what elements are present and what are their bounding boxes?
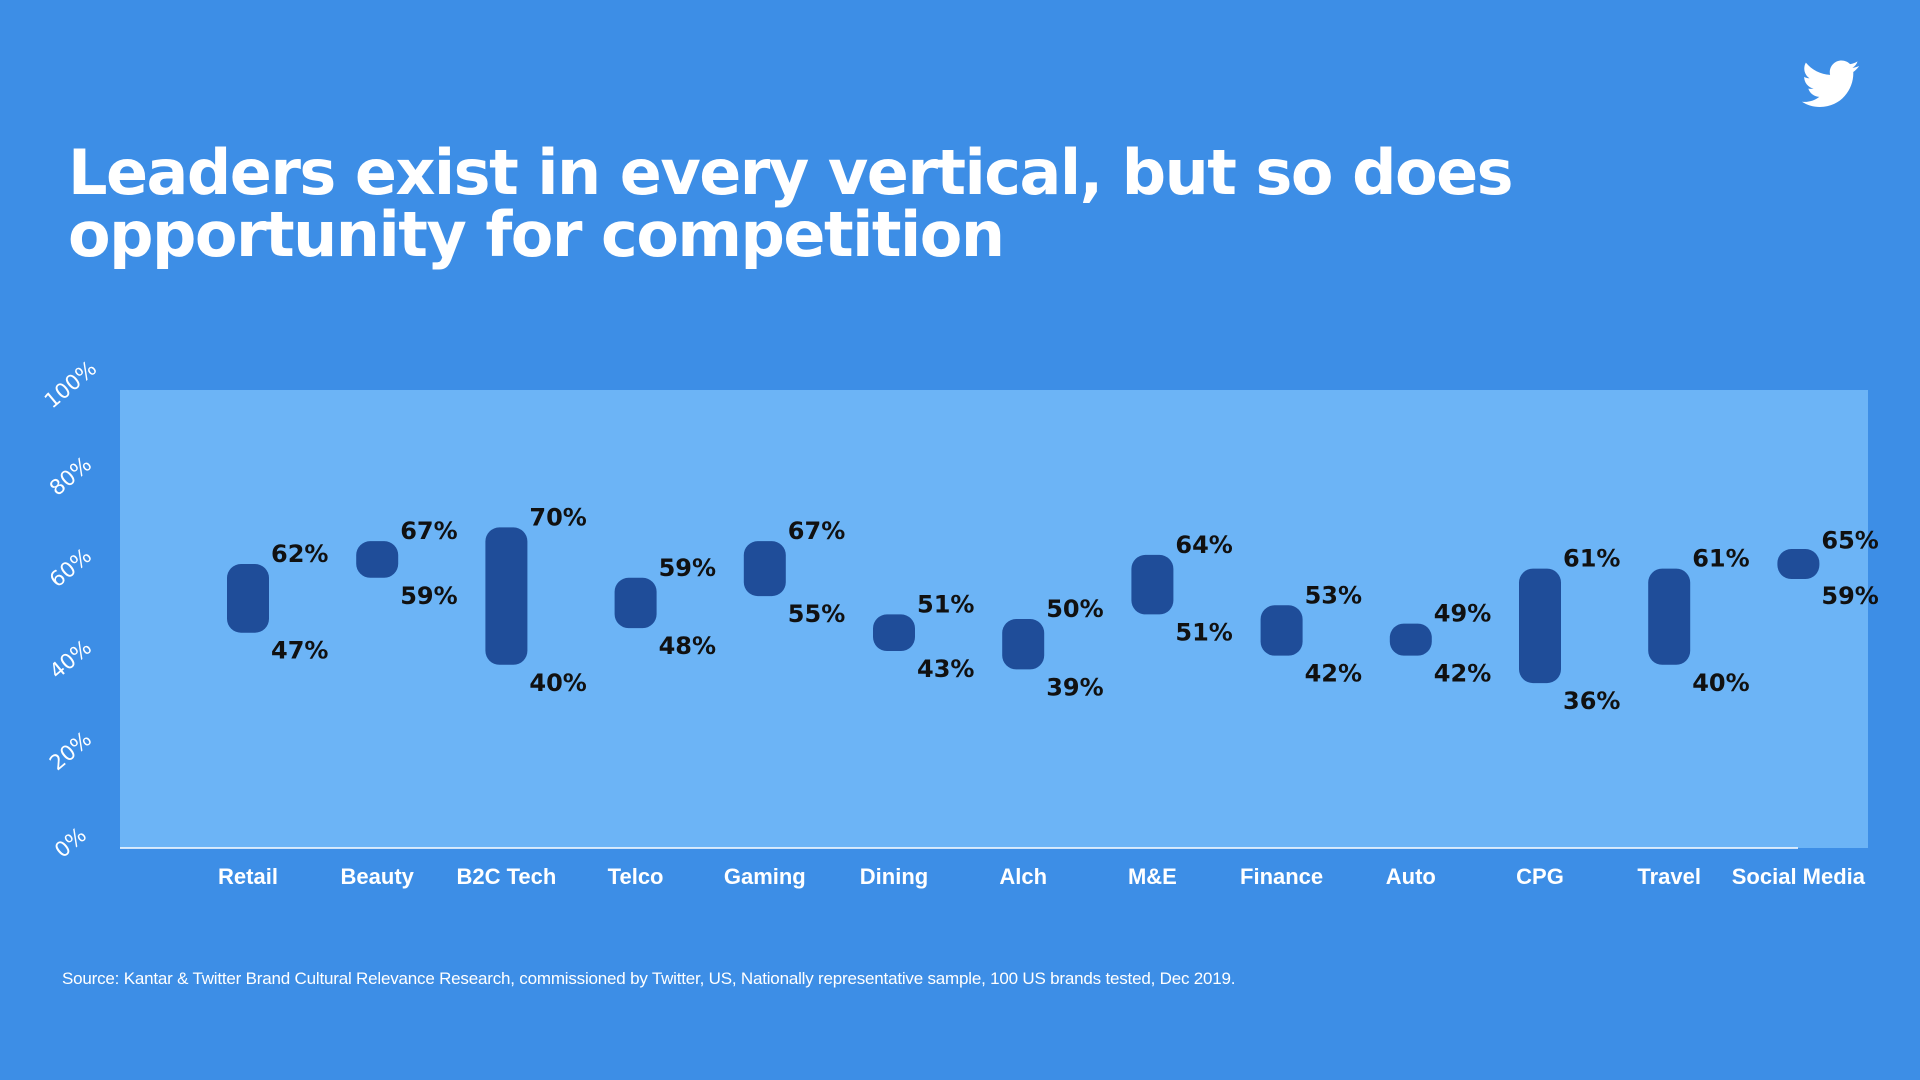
low-value-label: 48% — [659, 632, 716, 660]
y-tick-label: 20% — [45, 727, 96, 775]
y-tick-label: 40% — [45, 635, 96, 683]
category-label: Dining — [860, 864, 928, 889]
y-tick-label: 100% — [40, 356, 101, 413]
category-label: Finance — [1240, 864, 1323, 889]
high-value-label: 65% — [1821, 526, 1878, 554]
high-value-label: 51% — [917, 590, 974, 618]
category-label: M&E — [1128, 864, 1177, 889]
category-label: Retail — [218, 864, 278, 889]
high-value-label: 61% — [1563, 545, 1620, 573]
high-value-label: 67% — [788, 517, 845, 545]
high-value-label: 50% — [1046, 595, 1103, 623]
low-value-label: 43% — [917, 655, 974, 683]
title-line-2: opportunity for competition — [68, 198, 1005, 271]
range-bar-1 — [227, 564, 269, 633]
low-value-label: 55% — [788, 600, 845, 628]
range-bar-7 — [1002, 619, 1045, 670]
category-label: Beauty — [341, 864, 415, 889]
low-value-label: 39% — [1046, 673, 1103, 701]
low-value-label: 59% — [400, 582, 457, 610]
range-bar-5 — [743, 541, 786, 597]
low-value-label: 47% — [271, 637, 328, 665]
range-bar-10 — [1389, 623, 1432, 656]
low-value-label: 40% — [1692, 669, 1749, 697]
y-tick-label: 60% — [45, 544, 96, 592]
category-label: Travel — [1637, 864, 1701, 889]
category-label: CPG — [1516, 864, 1564, 889]
high-value-label: 62% — [271, 540, 328, 568]
range-bar-11 — [1519, 568, 1561, 684]
category-label: Telco — [608, 864, 664, 889]
y-tick-label: 0% — [50, 823, 91, 863]
category-label: Social Media — [1732, 864, 1866, 889]
title-line-1: Leaders exist in every vertical, but so … — [68, 136, 1514, 209]
category-label: Gaming — [724, 864, 806, 889]
y-tick-label: 80% — [45, 452, 96, 500]
low-value-label: 42% — [1434, 660, 1491, 688]
range-bar-9 — [1260, 605, 1303, 656]
high-value-label: 61% — [1692, 545, 1749, 573]
category-label: B2C Tech — [456, 864, 556, 889]
high-value-label: 70% — [529, 503, 586, 531]
twitter-bird-icon — [1801, 60, 1860, 107]
category-label: Auto — [1386, 864, 1436, 889]
category-label: Alch — [999, 864, 1047, 889]
slide-title: Leaders exist in every vertical, but so … — [68, 142, 1768, 266]
range-bar-12 — [1648, 568, 1691, 665]
high-value-label: 59% — [659, 554, 716, 582]
high-value-label: 53% — [1305, 581, 1362, 609]
source-note: Source: Kantar & Twitter Brand Cultural … — [62, 969, 1236, 988]
plot-area — [120, 390, 1868, 848]
range-bar-6 — [873, 614, 915, 652]
low-value-label: 42% — [1305, 660, 1362, 688]
low-value-label: 51% — [1175, 618, 1232, 646]
low-value-label: 36% — [1563, 687, 1620, 715]
high-value-label: 64% — [1175, 531, 1232, 559]
range-bar-4 — [614, 577, 657, 629]
high-value-label: 49% — [1434, 600, 1491, 628]
range-bar-13 — [1777, 549, 1820, 580]
range-bar-8 — [1131, 554, 1174, 615]
low-value-label: 59% — [1821, 582, 1878, 610]
low-value-label: 40% — [529, 669, 586, 697]
range-bar-3 — [485, 527, 528, 665]
high-value-label: 67% — [400, 517, 457, 545]
range-bar-2 — [356, 541, 399, 578]
